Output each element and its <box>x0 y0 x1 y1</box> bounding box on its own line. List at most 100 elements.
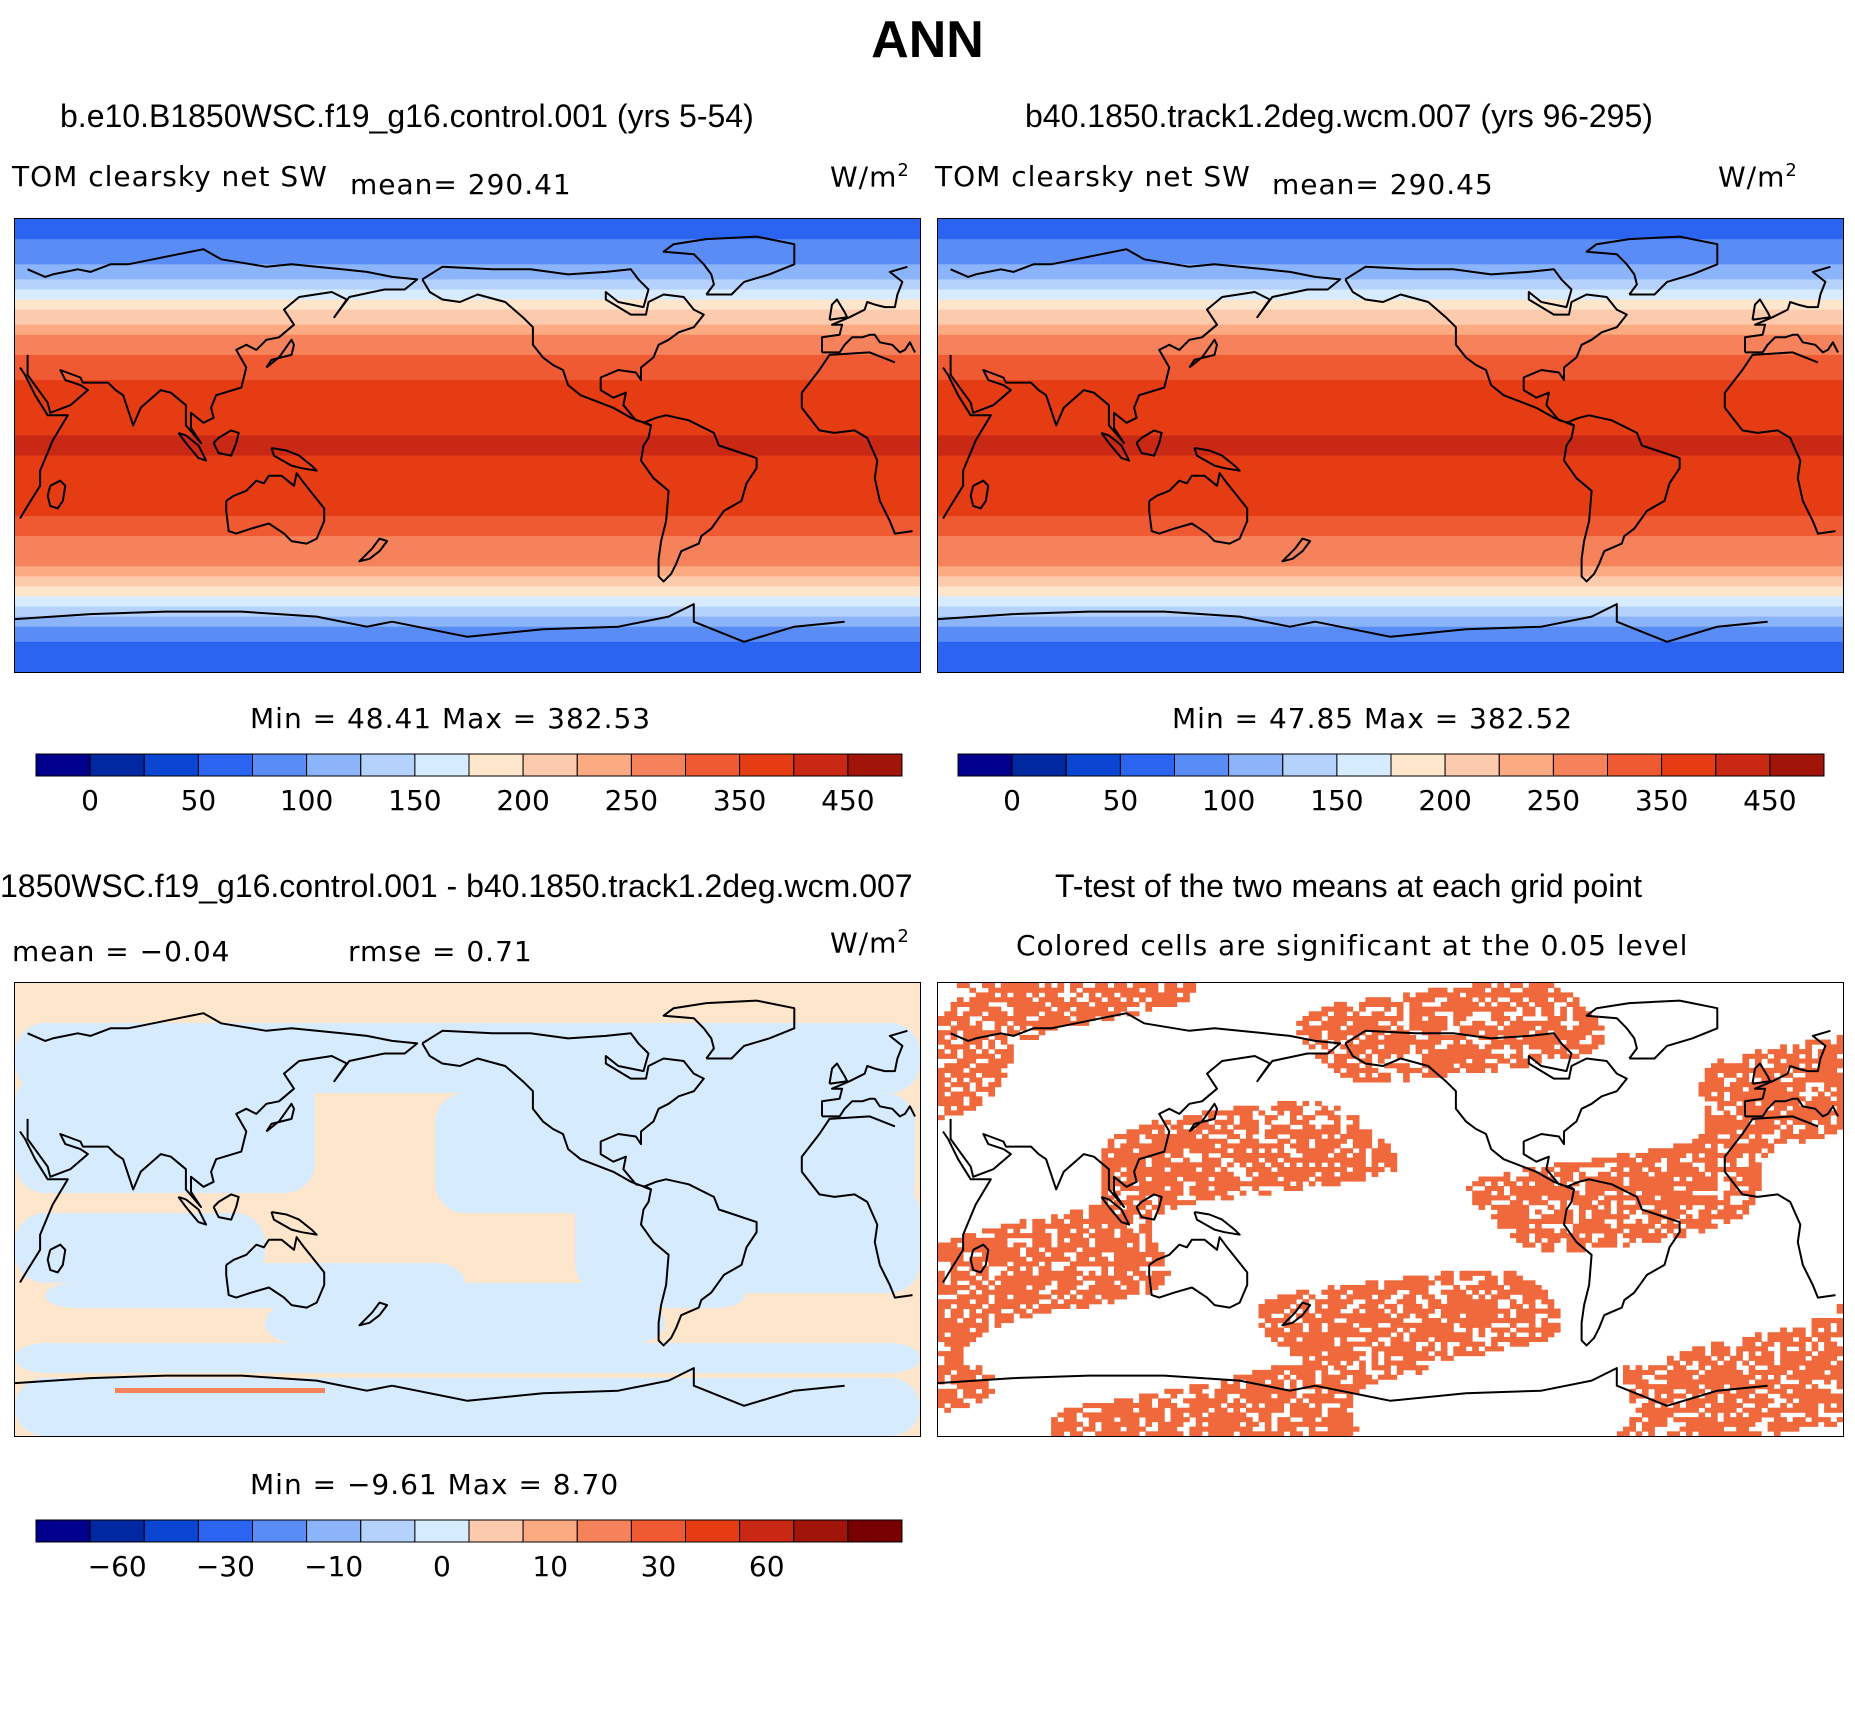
sig-cell <box>1371 1044 1379 1050</box>
sig-cell <box>1082 1289 1090 1295</box>
sig-cell <box>1340 1403 1347 1409</box>
sig-cell <box>1044 1006 1052 1012</box>
sig-cell <box>1321 1374 1329 1380</box>
sig-cell <box>982 1275 989 1281</box>
sig-cell <box>1371 997 1379 1003</box>
sig-cell <box>1114 997 1121 1003</box>
sig-cell <box>1698 1223 1706 1229</box>
sig-cell <box>1648 1412 1655 1418</box>
sig-cell <box>1692 1388 1699 1394</box>
coastline-1 <box>821 1029 908 1117</box>
sig-cell <box>1685 1407 1693 1413</box>
sig-cell <box>1522 1030 1530 1036</box>
coastline-10 <box>212 1193 240 1221</box>
sig-cell <box>1051 1016 1058 1022</box>
sig-cell <box>1359 1039 1366 1045</box>
lat-band <box>938 420 1843 426</box>
sig-cell <box>1403 1275 1410 1281</box>
sig-cell <box>1252 1384 1259 1390</box>
sig-cell <box>1258 1162 1266 1168</box>
sig-cell <box>1773 1417 1781 1423</box>
sig-cell <box>1836 1369 1843 1375</box>
sig-cell <box>1101 1266 1109 1272</box>
sig-cell <box>1000 1294 1008 1300</box>
sig-cell <box>1704 1417 1712 1423</box>
sig-cell <box>1327 1162 1335 1168</box>
sig-cell <box>1365 1299 1373 1305</box>
sig-cell <box>1321 1129 1329 1135</box>
sig-cell <box>1252 1148 1259 1154</box>
colorbar-tick-label: 350 <box>713 784 766 817</box>
sig-cell <box>1736 1355 1743 1361</box>
sig-cell <box>1352 1327 1360 1333</box>
sig-cell <box>1685 1171 1693 1177</box>
sig-cell <box>1421 1351 1429 1357</box>
sig-cell <box>1478 1006 1486 1012</box>
sig-cell <box>1302 1039 1310 1045</box>
sig-cell <box>1597 1214 1605 1220</box>
sig-cell <box>1070 1242 1077 1248</box>
sig-cell <box>1346 1162 1354 1168</box>
sig-cell <box>1729 1398 1737 1404</box>
sig-cell <box>1491 1341 1498 1347</box>
sig-cell <box>1340 1034 1347 1040</box>
sig-cell <box>1673 1162 1680 1168</box>
sig-cell <box>1088 1233 1096 1239</box>
colorbar-tick-label: 200 <box>496 784 549 817</box>
sig-cell <box>969 1053 977 1059</box>
sig-cell <box>1641 1200 1649 1206</box>
sig-cell <box>1208 1181 1215 1187</box>
sig-cell <box>1528 1313 1536 1319</box>
sig-cell <box>1660 1384 1668 1390</box>
sig-cell <box>1371 1355 1379 1361</box>
sig-cell <box>1522 1195 1530 1201</box>
sig-cell <box>1585 1016 1592 1022</box>
sig-cell <box>1195 1412 1203 1418</box>
sig-cell <box>1635 1218 1643 1224</box>
sig-cell <box>1170 992 1178 998</box>
sig-cell <box>1723 1360 1731 1366</box>
sig-cell <box>994 1020 1002 1026</box>
sig-cell <box>994 1077 1002 1083</box>
sig-cell <box>1327 1124 1335 1130</box>
sig-cell <box>1811 1360 1819 1366</box>
sig-cell <box>1773 1082 1781 1088</box>
sig-cell <box>1472 1195 1479 1201</box>
sig-cell <box>1572 1030 1580 1036</box>
sig-cell <box>1535 1289 1542 1295</box>
sig-cell <box>1547 992 1555 998</box>
sig-cell <box>1289 1134 1297 1140</box>
sig-cell <box>988 1086 995 1092</box>
sig-cell <box>1390 1063 1398 1069</box>
sig-cell <box>1365 1318 1373 1324</box>
sig-cell <box>1246 1138 1253 1144</box>
sig-cell <box>1271 1176 1278 1182</box>
sig-cell <box>1283 1313 1291 1319</box>
sig-cell <box>963 1393 970 1399</box>
sig-cell <box>1390 1152 1398 1158</box>
sig-cell <box>1654 1233 1662 1239</box>
sig-cell <box>938 1365 945 1371</box>
sig-cell <box>1673 1152 1680 1158</box>
sig-cell <box>1377 1152 1385 1158</box>
sig-cell <box>1673 1143 1680 1149</box>
sig-cell <box>1277 1299 1285 1305</box>
sig-cell <box>1321 1289 1329 1295</box>
sig-cell <box>1711 1086 1718 1092</box>
sig-cell <box>1786 1332 1794 1338</box>
lat-band <box>15 470 920 477</box>
sig-cell <box>1503 1016 1511 1022</box>
sig-cell <box>1377 1072 1385 1078</box>
lat-band <box>938 556 1843 562</box>
sig-cell <box>1051 1270 1058 1276</box>
sig-cell <box>1484 1346 1492 1352</box>
sig-cell <box>1497 1185 1504 1191</box>
sig-cell <box>1076 992 1083 998</box>
sig-cell <box>1553 1020 1561 1026</box>
sig-cell <box>1013 1228 1021 1234</box>
sig-cell <box>1836 1096 1843 1102</box>
sig-cell <box>1553 1016 1561 1022</box>
sig-cell <box>1836 1374 1843 1380</box>
sig-cell <box>1698 1218 1706 1224</box>
sig-cell <box>975 992 983 998</box>
